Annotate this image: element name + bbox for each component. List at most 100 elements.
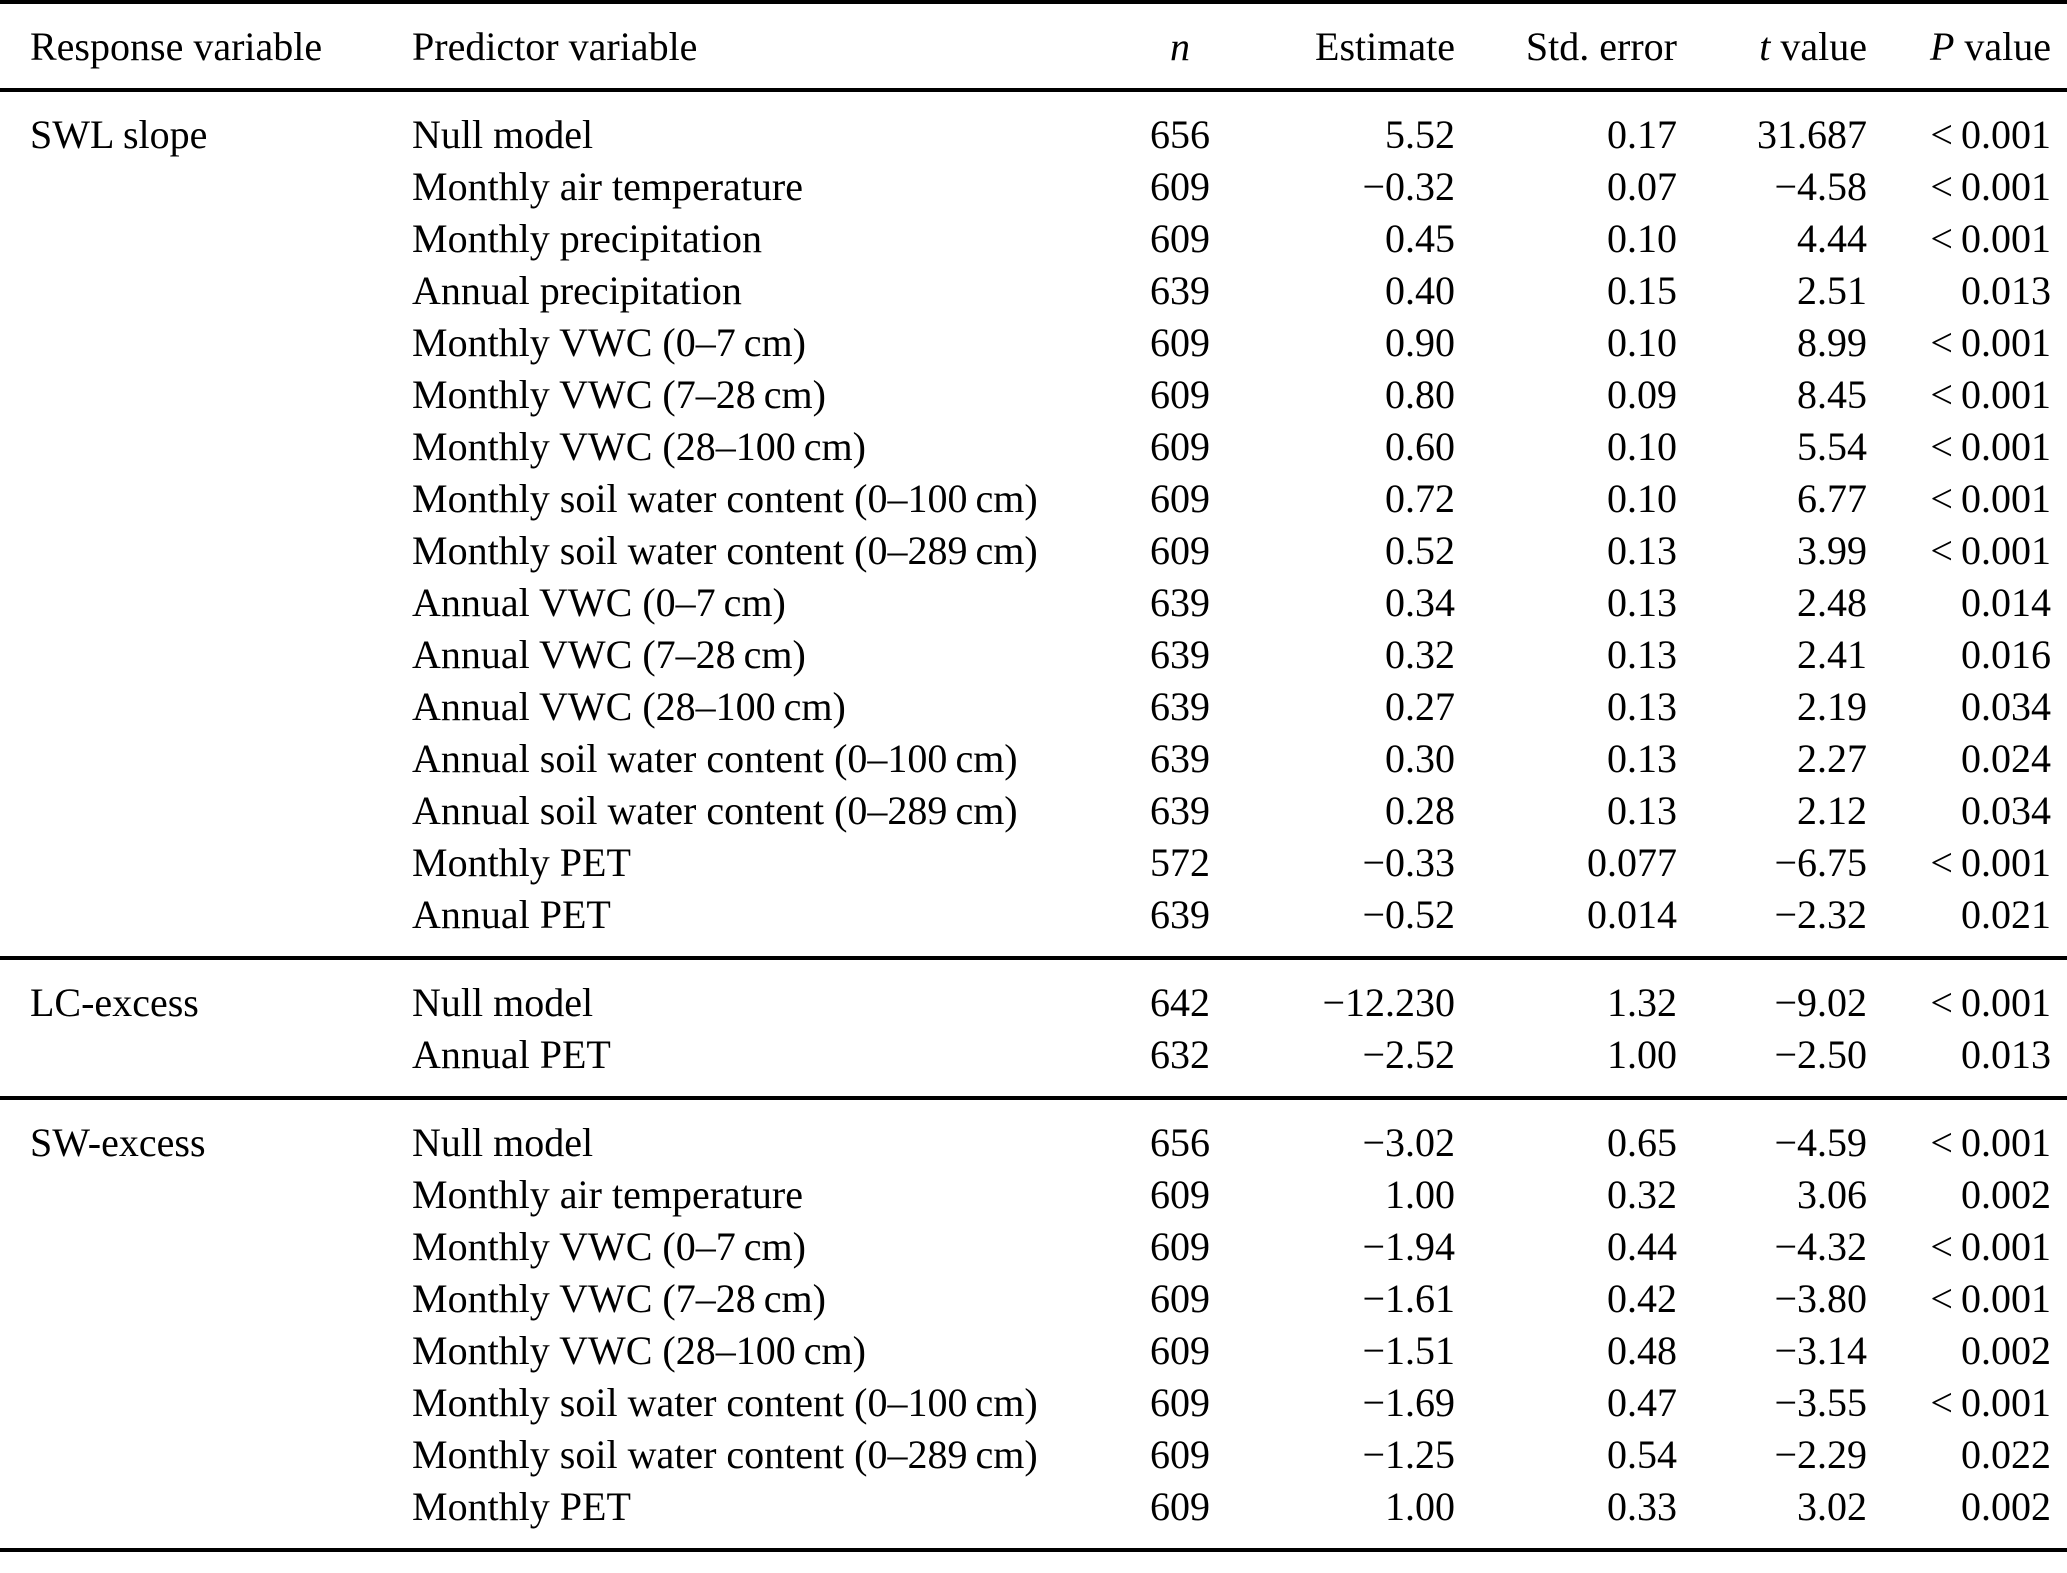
std-error-cell: 0.32	[1607, 1171, 1677, 1217]
t-value-cell: −3.80	[1774, 1275, 1867, 1321]
table-row: Monthly precipitation 609 0.45 0.10 4.44 < 0.…	[0, 212, 2067, 264]
std-error-cell: 0.15	[1607, 267, 1677, 313]
predictor-variable-cell: Monthly soil water content (0–289 cm)	[412, 1431, 1038, 1477]
estimate-cell: −1.25	[1362, 1431, 1455, 1477]
predictor-variable-cell: Monthly VWC (0–7 cm)	[412, 1223, 806, 1269]
table-row: Monthly PET 609 1.00 0.33 3.02 0.002	[0, 1480, 2067, 1550]
predictor-variable-cell: Monthly soil water content (0–100 cm)	[412, 1379, 1038, 1425]
p-value-cell: < 0.001	[1930, 319, 2051, 365]
predictor-variable-cell: Monthly VWC (0–7 cm)	[412, 319, 806, 365]
response-variable-cell	[0, 1376, 380, 1428]
t-value-cell: 6.77	[1797, 475, 1867, 521]
response-variable-cell	[0, 524, 380, 576]
t-value-cell: 2.12	[1797, 787, 1867, 833]
predictor-variable-cell: Annual soil water content (0–100 cm)	[412, 735, 1018, 781]
t-value-cell: −3.14	[1774, 1327, 1867, 1373]
table-row: SW-excess Null model 656 −3.02 0.65 −4.59 < 0.…	[0, 1098, 2067, 1168]
n-cell: 609	[1150, 163, 1210, 209]
table-row: Annual soil water content (0–100 cm) 639 0…	[0, 732, 2067, 784]
n-cell: 609	[1150, 475, 1210, 521]
n-cell: 609	[1150, 423, 1210, 469]
predictor-variable-cell: Monthly VWC (28–100 cm)	[412, 1327, 866, 1373]
table-row: SWL slope Null model 656 5.52 0.17 31.687 < 0.…	[0, 90, 2067, 160]
table-header: Response variable Predictor variable n E…	[0, 2, 2067, 90]
response-variable-cell	[0, 316, 380, 368]
std-error-cell: 0.44	[1607, 1223, 1677, 1269]
response-variable-cell	[0, 628, 380, 680]
p-value-cell: 0.002	[1961, 1483, 2051, 1529]
std-error-cell: 0.014	[1587, 891, 1677, 937]
std-error-cell: 0.13	[1607, 579, 1677, 625]
predictor-variable-cell: Annual VWC (0–7 cm)	[412, 579, 786, 625]
table-row: Annual precipitation 639 0.40 0.15 2.51 0.013	[0, 264, 2067, 316]
p-value-cell: < 0.001	[1930, 1223, 2051, 1269]
estimate-cell: −3.02	[1362, 1119, 1455, 1165]
response-variable-cell	[0, 1028, 380, 1098]
predictor-variable-cell: Annual VWC (7–28 cm)	[412, 631, 806, 677]
table-row: Annual soil water content (0–289 cm) 639 0…	[0, 784, 2067, 836]
p-value-cell: < 0.001	[1930, 371, 2051, 417]
table-row: Annual VWC (0–7 cm) 639 0.34 0.13 2.48 0.014	[0, 576, 2067, 628]
std-error-cell: 0.54	[1607, 1431, 1677, 1477]
predictor-variable-cell: Monthly soil water content (0–100 cm)	[412, 475, 1038, 521]
table-row: Annual PET 632 −2.52 1.00 −2.50 0.013	[0, 1028, 2067, 1098]
p-value-cell: < 0.001	[1930, 475, 2051, 521]
predictor-variable-cell: Monthly PET	[412, 1483, 631, 1529]
p-value-cell: < 0.001	[1930, 839, 2051, 885]
section-lc-excess: LC-excess Null model 642 −12.230 1.32 −9.02 < …	[0, 958, 2067, 1098]
response-variable-cell	[0, 1220, 380, 1272]
t-value-cell: 4.44	[1797, 215, 1867, 261]
estimate-cell: 0.72	[1385, 475, 1455, 521]
n-cell: 609	[1150, 1275, 1210, 1321]
p-value-cell: < 0.001	[1930, 527, 2051, 573]
response-variable-cell: SW-excess	[30, 1119, 206, 1165]
predictor-variable-cell: Monthly VWC (7–28 cm)	[412, 1275, 826, 1321]
t-value-cell: 3.02	[1797, 1483, 1867, 1529]
estimate-cell: −1.94	[1362, 1223, 1455, 1269]
table-row: Monthly PET 572 −0.33 0.077 −6.75 < 0.001	[0, 836, 2067, 888]
t-value-cell: −2.50	[1774, 1031, 1867, 1077]
t-value-cell: −4.32	[1774, 1223, 1867, 1269]
p-value-cell: < 0.001	[1930, 1275, 2051, 1321]
std-error-cell: 0.077	[1587, 839, 1677, 885]
t-value-cell: 2.41	[1797, 631, 1867, 677]
t-value-cell: −3.55	[1774, 1379, 1867, 1425]
estimate-cell: 1.00	[1385, 1171, 1455, 1217]
n-cell: 609	[1150, 215, 1210, 261]
std-error-cell: 0.13	[1607, 527, 1677, 573]
estimate-cell: 0.52	[1385, 527, 1455, 573]
estimate-cell: 0.80	[1385, 371, 1455, 417]
t-value-cell: 3.99	[1797, 527, 1867, 573]
response-variable-cell	[0, 680, 380, 732]
table-row: Monthly soil water content (0–100 cm) 609…	[0, 472, 2067, 524]
estimate-cell: −0.52	[1362, 891, 1455, 937]
n-cell: 632	[1150, 1031, 1210, 1077]
p-value-cell: < 0.001	[1930, 1119, 2051, 1165]
p-value-cell: < 0.001	[1930, 423, 2051, 469]
column-header-std-error: Std. error	[1525, 23, 1677, 69]
table-row: Annual VWC (28–100 cm) 639 0.27 0.13 2.19 0.0…	[0, 680, 2067, 732]
t-value-cell: 3.06	[1797, 1171, 1867, 1217]
response-variable-cell	[0, 888, 380, 958]
predictor-variable-cell: Monthly PET	[412, 839, 631, 885]
t-value-cell: 8.45	[1797, 371, 1867, 417]
response-variable-cell	[0, 420, 380, 472]
predictor-variable-cell: Monthly VWC (28–100 cm)	[412, 423, 866, 469]
predictor-variable-cell: Null model	[412, 979, 594, 1025]
response-variable-cell	[0, 836, 380, 888]
estimate-cell: 0.40	[1385, 267, 1455, 313]
n-cell: 609	[1150, 371, 1210, 417]
estimate-cell: 0.30	[1385, 735, 1455, 781]
table-row: Monthly VWC (28–100 cm) 609 0.60 0.10 5.54 < …	[0, 420, 2067, 472]
std-error-cell: 0.33	[1607, 1483, 1677, 1529]
std-error-cell: 0.10	[1607, 475, 1677, 521]
n-cell: 609	[1150, 1431, 1210, 1477]
t-value-cell: −2.32	[1774, 891, 1867, 937]
response-variable-cell	[0, 1168, 380, 1220]
response-variable-cell	[0, 1324, 380, 1376]
response-variable-cell: LC-excess	[30, 979, 199, 1025]
t-value-cell: −6.75	[1774, 839, 1867, 885]
response-variable-cell	[0, 784, 380, 836]
estimate-cell: −1.51	[1362, 1327, 1455, 1373]
